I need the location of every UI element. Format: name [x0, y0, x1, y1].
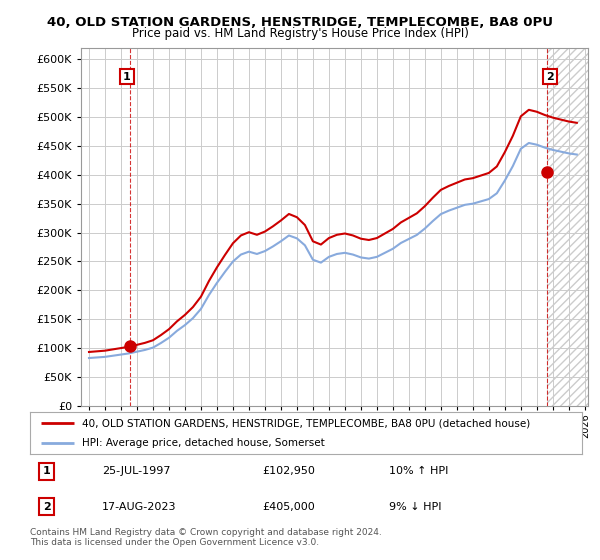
Text: 10% ↑ HPI: 10% ↑ HPI: [389, 466, 448, 476]
Text: HPI: Average price, detached house, Somerset: HPI: Average price, detached house, Some…: [82, 438, 325, 448]
Text: 40, OLD STATION GARDENS, HENSTRIDGE, TEMPLECOMBE, BA8 0PU (detached house): 40, OLD STATION GARDENS, HENSTRIDGE, TEM…: [82, 418, 530, 428]
Text: £102,950: £102,950: [262, 466, 315, 476]
Text: Contains HM Land Registry data © Crown copyright and database right 2024.
This d: Contains HM Land Registry data © Crown c…: [30, 528, 382, 547]
Text: 9% ↓ HPI: 9% ↓ HPI: [389, 502, 442, 512]
Text: 1: 1: [123, 72, 131, 82]
Text: Price paid vs. HM Land Registry's House Price Index (HPI): Price paid vs. HM Land Registry's House …: [131, 27, 469, 40]
Text: 1: 1: [43, 466, 50, 476]
Text: 2: 2: [43, 502, 50, 512]
Text: £405,000: £405,000: [262, 502, 314, 512]
Text: 40, OLD STATION GARDENS, HENSTRIDGE, TEMPLECOMBE, BA8 0PU: 40, OLD STATION GARDENS, HENSTRIDGE, TEM…: [47, 16, 553, 29]
Text: 17-AUG-2023: 17-AUG-2023: [102, 502, 176, 512]
Text: 25-JUL-1997: 25-JUL-1997: [102, 466, 170, 476]
Text: 2: 2: [546, 72, 554, 82]
